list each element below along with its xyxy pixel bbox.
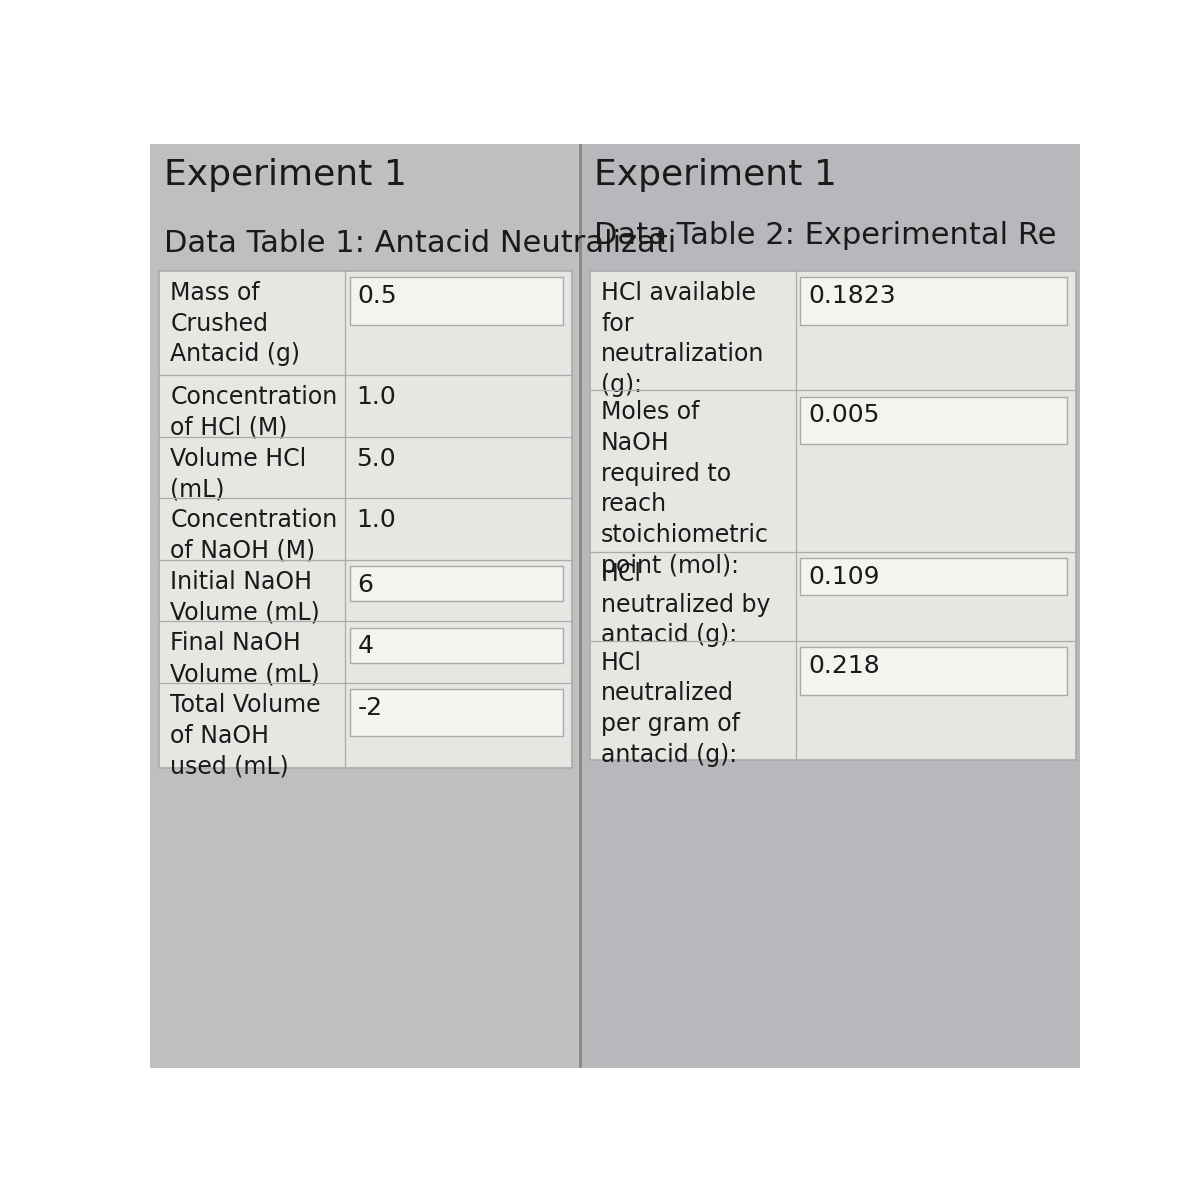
FancyBboxPatch shape	[350, 689, 563, 737]
Text: Concentration
of HCl (M): Concentration of HCl (M)	[170, 385, 337, 439]
Text: Volume HCl
(mL): Volume HCl (mL)	[170, 446, 306, 502]
Text: Experiment 1: Experiment 1	[164, 158, 407, 192]
Bar	[590, 271, 1076, 760]
Text: -2: -2	[358, 696, 383, 720]
Text: 4: 4	[358, 635, 373, 659]
Bar	[150, 144, 580, 1068]
FancyBboxPatch shape	[800, 277, 1067, 325]
Text: HCl
neutralized by
antacid (g):: HCl neutralized by antacid (g):	[601, 562, 770, 648]
Text: 1.0: 1.0	[356, 509, 396, 533]
Text: Concentration
of NaOH (M): Concentration of NaOH (M)	[170, 509, 337, 563]
Text: 0.109: 0.109	[808, 565, 880, 589]
Bar	[580, 144, 1080, 1068]
FancyBboxPatch shape	[350, 566, 563, 601]
Text: 5.0: 5.0	[356, 446, 396, 470]
FancyBboxPatch shape	[800, 396, 1067, 444]
FancyBboxPatch shape	[350, 628, 563, 662]
Text: HCl
neutralized
per gram of
antacid (g):: HCl neutralized per gram of antacid (g):	[601, 650, 740, 767]
Text: 0.5: 0.5	[358, 284, 397, 308]
Text: 0.1823: 0.1823	[808, 284, 895, 308]
Text: Data Table 2: Experimental Re: Data Table 2: Experimental Re	[594, 221, 1056, 250]
Text: Data Table 1: Antacid Neutralizati: Data Table 1: Antacid Neutralizati	[164, 229, 677, 258]
Text: Experiment 1: Experiment 1	[594, 158, 836, 192]
Text: Mass of
Crushed
Antacid (g): Mass of Crushed Antacid (g)	[170, 281, 300, 366]
FancyBboxPatch shape	[800, 647, 1067, 695]
Bar	[160, 271, 572, 768]
Text: 0.218: 0.218	[808, 654, 880, 678]
Text: HCl available
for
neutralization
(g):: HCl available for neutralization (g):	[601, 281, 764, 397]
FancyBboxPatch shape	[800, 558, 1067, 595]
Text: 0.005: 0.005	[808, 403, 880, 427]
Text: 6: 6	[358, 572, 373, 596]
Text: Final NaOH
Volume (mL): Final NaOH Volume (mL)	[170, 631, 320, 686]
Text: 1.0: 1.0	[356, 385, 396, 409]
Text: Total Volume
of NaOH
used (mL): Total Volume of NaOH used (mL)	[170, 694, 320, 779]
Text: Initial NaOH
Volume (mL): Initial NaOH Volume (mL)	[170, 570, 320, 624]
FancyBboxPatch shape	[350, 277, 563, 325]
Text: Moles of
NaOH
required to
reach
stoichiometric
point (mol):: Moles of NaOH required to reach stoichio…	[601, 401, 769, 577]
